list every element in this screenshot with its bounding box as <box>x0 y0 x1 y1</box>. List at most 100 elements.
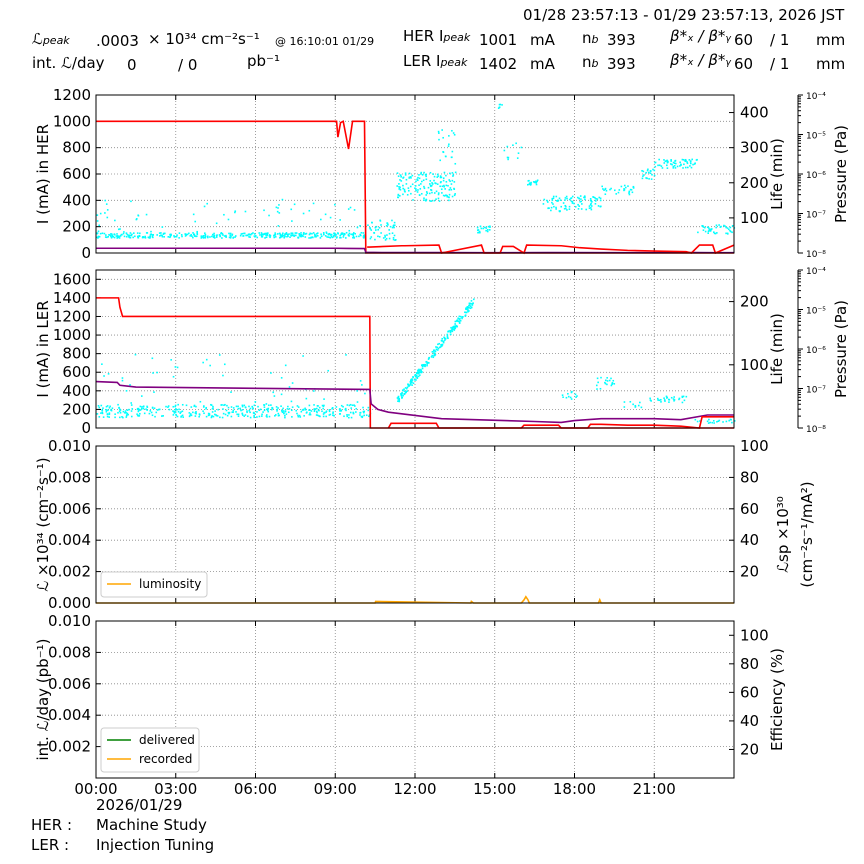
int-legend <box>100 727 200 773</box>
her-pressure-point <box>630 189 633 191</box>
her-pressure-point <box>669 163 672 165</box>
her-pressure-point <box>404 190 406 193</box>
her-pressure-point <box>151 234 154 236</box>
her-pressure-point <box>273 236 276 239</box>
ler-beta-label: β*ₓ / β*ᵧ <box>670 51 731 69</box>
her-pressure-point <box>448 143 450 146</box>
her-pressure-point <box>547 201 549 203</box>
her-pressure-point <box>715 224 718 227</box>
her-pressure-point <box>530 181 532 184</box>
her-pressure-point <box>234 236 236 238</box>
her-pressure-point <box>674 159 677 162</box>
ler-pressure-point <box>673 399 676 401</box>
her-pressure-point <box>126 233 129 236</box>
her-pressure-point <box>294 232 297 234</box>
ler-pressure-point <box>706 420 709 423</box>
her-pressure-point <box>420 173 422 175</box>
ler-pressure-point <box>464 311 466 314</box>
her-pressure-point <box>212 236 215 239</box>
her-pressure-point <box>97 236 100 238</box>
her-pressure-point <box>103 232 106 235</box>
ler-pressure-point <box>456 319 458 322</box>
ler-pressure-point <box>124 410 127 412</box>
her-pressure-point <box>624 186 627 189</box>
ler-pressure-point <box>130 404 133 406</box>
ler-pressure-point <box>284 416 286 419</box>
ler-pressure-point <box>316 414 319 417</box>
her-pressure-point <box>385 225 388 227</box>
her-pressure-point <box>506 156 509 159</box>
her-pressure-point <box>564 197 567 199</box>
int-ytick-label: 0.010 <box>48 612 91 630</box>
ler-pressure-point <box>441 343 444 346</box>
ler-pressure-point <box>212 405 214 408</box>
ler-pressure-point <box>263 406 266 408</box>
her-pressure-point <box>566 209 568 211</box>
ler-pressure-point <box>174 366 177 368</box>
her-pressure-point <box>653 169 656 172</box>
ler-pressure-point <box>595 384 598 387</box>
ler-pressure-point <box>226 414 229 417</box>
ler-pressure-point <box>222 412 225 415</box>
her-pressure-point <box>451 195 454 198</box>
her-pressure-point <box>378 226 381 229</box>
her-pressure-point <box>117 228 120 231</box>
ler-pressure-point <box>277 407 279 409</box>
her-pressure-point <box>135 218 138 220</box>
her-pressure-point <box>552 195 555 198</box>
ler-pressure-point <box>130 410 133 412</box>
ler-pressure-point <box>441 344 443 347</box>
her-pressure-point <box>583 196 585 199</box>
ler-pressure-point <box>466 307 469 309</box>
her-pressure-point <box>391 232 394 234</box>
her-pressure-point <box>599 197 602 200</box>
her-pressure-point <box>147 236 150 239</box>
ler-pressure-point <box>606 380 609 382</box>
her-ytick-label: 1200 <box>53 86 91 104</box>
her-pressure-point <box>316 234 319 237</box>
ler-pressure-point <box>470 300 473 302</box>
ler-pressure-point <box>138 408 141 411</box>
her-pressure-point <box>576 196 579 199</box>
her-pressure-point <box>570 197 572 200</box>
ler-pressure-point <box>426 364 428 367</box>
her-chart <box>95 94 803 255</box>
her-pressure-point <box>285 232 288 234</box>
ler-pressure-point <box>411 381 413 384</box>
ler-pressure-point <box>125 414 128 416</box>
ler-pressure-point <box>416 376 418 378</box>
her-pressure-point <box>507 156 510 159</box>
ler-pressure-point <box>122 416 124 419</box>
ler-pressure-point <box>604 382 607 385</box>
her-pressure-point <box>393 221 396 224</box>
ler-pressure-point <box>295 409 298 412</box>
ler-pressure-point <box>244 406 247 408</box>
int-legend-label-delivered: delivered <box>139 733 195 747</box>
ler-pressure-point <box>290 400 293 403</box>
lpeak-unit: × 10³⁴ cm⁻²s⁻¹ <box>148 30 260 48</box>
her-pressure-point <box>565 195 568 198</box>
ler-pressure-point <box>148 412 151 415</box>
her-pressure-point <box>415 189 417 192</box>
ler-pressure-point <box>232 407 235 409</box>
ler-pressure-point <box>253 416 255 419</box>
her-pressure-point <box>610 187 612 190</box>
her-pressure-point <box>579 200 581 203</box>
her-pressure-point <box>444 188 446 190</box>
her-pressure-point <box>220 232 223 234</box>
ler-pressure-point <box>332 412 334 415</box>
her-pressure-point <box>661 167 664 169</box>
ler-pressure-point <box>422 363 425 366</box>
ler-pressure-point <box>143 412 146 415</box>
her-pressure-point <box>279 233 282 236</box>
ler-pressure-point <box>446 335 449 337</box>
her-pressure-point <box>293 234 295 237</box>
her-pressure-point <box>546 199 548 202</box>
ler-pressure-point <box>453 325 456 328</box>
ler-pressure-point <box>716 420 718 423</box>
her-pressure-point <box>398 186 400 188</box>
ler-pressure-point <box>114 416 116 419</box>
ler-pressure-point <box>152 372 154 374</box>
ler-pressure-point <box>173 412 176 414</box>
ler-pressure-point <box>681 395 684 398</box>
